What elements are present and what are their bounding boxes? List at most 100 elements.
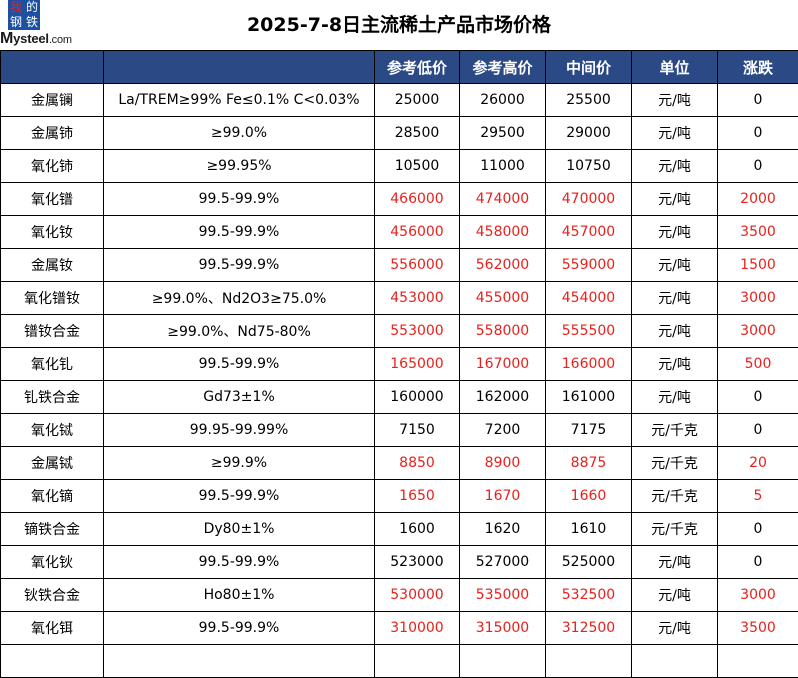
spec-cell: 99.5-99.9% xyxy=(104,249,375,282)
change-cell: 0 xyxy=(718,381,798,414)
high-price-cell: 1620 xyxy=(460,513,546,546)
header-mid-price: 中间价 xyxy=(546,51,632,84)
header-change: 涨跌 xyxy=(718,51,798,84)
mid-price-cell: 532500 xyxy=(546,579,632,612)
low-price-cell: 8850 xyxy=(375,447,460,480)
spec-cell: Gd73±1% xyxy=(104,381,375,414)
high-price-cell: 7200 xyxy=(460,414,546,447)
high-price-cell: 1670 xyxy=(460,480,546,513)
low-price-cell: 25000 xyxy=(375,84,460,117)
mid-price-cell: 25500 xyxy=(546,84,632,117)
low-price-cell: 1650 xyxy=(375,480,460,513)
product-name-cell: 金属镧 xyxy=(1,84,104,117)
mid-price-cell: 166000 xyxy=(546,348,632,381)
low-price-cell: 1600 xyxy=(375,513,460,546)
spec-cell: 99.95-99.99% xyxy=(104,414,375,447)
mid-price-cell: 312500 xyxy=(546,612,632,645)
low-price-cell: 530000 xyxy=(375,579,460,612)
logo-mark: 我 的 钢 铁 xyxy=(8,0,40,30)
spec-cell: 99.5-99.9% xyxy=(104,183,375,216)
unit-cell: 元/吨 xyxy=(632,612,718,645)
high-price-cell: 26000 xyxy=(460,84,546,117)
product-name-cell: 金属铽 xyxy=(1,447,104,480)
high-price-cell: 8900 xyxy=(460,447,546,480)
mid-price-cell xyxy=(546,645,632,678)
mysteel-logo[interactable]: 我 的 钢 铁 Mysteel.com xyxy=(0,0,80,46)
high-price-cell: 162000 xyxy=(460,381,546,414)
change-cell: 5 xyxy=(718,480,798,513)
mid-price-cell: 7175 xyxy=(546,414,632,447)
spec-cell: ≥99.95% xyxy=(104,150,375,183)
change-cell: 3500 xyxy=(718,216,798,249)
logo-char: 的 xyxy=(24,0,40,15)
change-cell: 0 xyxy=(718,414,798,447)
product-name-cell: 氧化钆 xyxy=(1,348,104,381)
change-cell: 3000 xyxy=(718,282,798,315)
unit-cell: 元/吨 xyxy=(632,546,718,579)
spec-cell: Ho80±1% xyxy=(104,579,375,612)
header-unit: 单位 xyxy=(632,51,718,84)
mid-price-cell: 457000 xyxy=(546,216,632,249)
unit-cell: 元/吨 xyxy=(632,216,718,249)
spec-cell: La/TREM≥99% Fe≤0.1% C<0.03% xyxy=(104,84,375,117)
low-price-cell: 165000 xyxy=(375,348,460,381)
mid-price-cell: 559000 xyxy=(546,249,632,282)
unit-cell: 元/吨 xyxy=(632,348,718,381)
logo-char: 钢 xyxy=(8,15,24,30)
mid-price-cell: 470000 xyxy=(546,183,632,216)
product-name-cell: 钬铁合金 xyxy=(1,579,104,612)
change-cell: 20 xyxy=(718,447,798,480)
spec-cell: 99.5-99.9% xyxy=(104,612,375,645)
low-price-cell: 523000 xyxy=(375,546,460,579)
unit-cell: 元/千克 xyxy=(632,480,718,513)
header-spec xyxy=(104,51,375,84)
mid-price-cell: 454000 xyxy=(546,282,632,315)
header-low-price: 参考低价 xyxy=(375,51,460,84)
product-name-cell: 氧化镨 xyxy=(1,183,104,216)
unit-cell: 元/吨 xyxy=(632,282,718,315)
high-price-cell: 527000 xyxy=(460,546,546,579)
low-price-cell: 556000 xyxy=(375,249,460,282)
logo-char: 我 xyxy=(8,0,24,15)
mid-price-cell: 555500 xyxy=(546,315,632,348)
high-price-cell: 535000 xyxy=(460,579,546,612)
low-price-cell: 10500 xyxy=(375,150,460,183)
unit-cell: 元/吨 xyxy=(632,183,718,216)
product-name-cell: 钆铁合金 xyxy=(1,381,104,414)
high-price-cell: 458000 xyxy=(460,216,546,249)
product-name-cell: 氧化镨钕 xyxy=(1,282,104,315)
high-price-cell: 29500 xyxy=(460,117,546,150)
table-header-row: 参考低价参考高价中间价单位涨跌 xyxy=(1,51,798,84)
spec-cell: ≥99.0%、Nd75-80% xyxy=(104,315,375,348)
change-cell: 3500 xyxy=(718,612,798,645)
change-cell: 0 xyxy=(718,117,798,150)
change-cell xyxy=(718,645,798,678)
unit-cell: 元/吨 xyxy=(632,579,718,612)
low-price-cell: 28500 xyxy=(375,117,460,150)
high-price-cell xyxy=(460,645,546,678)
change-cell: 500 xyxy=(718,348,798,381)
mid-price-cell: 161000 xyxy=(546,381,632,414)
spec-cell: Dy80±1% xyxy=(104,513,375,546)
low-price-cell: 466000 xyxy=(375,183,460,216)
unit-cell: 元/吨 xyxy=(632,249,718,282)
product-name-cell: 氧化钕 xyxy=(1,216,104,249)
product-name-cell: 金属铈 xyxy=(1,117,104,150)
product-name-cell: 镝铁合金 xyxy=(1,513,104,546)
page-title: 2025-7-8日主流稀土产品市场价格 xyxy=(0,0,798,50)
spec-cell: 99.5-99.9% xyxy=(104,348,375,381)
unit-cell: 元/吨 xyxy=(632,84,718,117)
